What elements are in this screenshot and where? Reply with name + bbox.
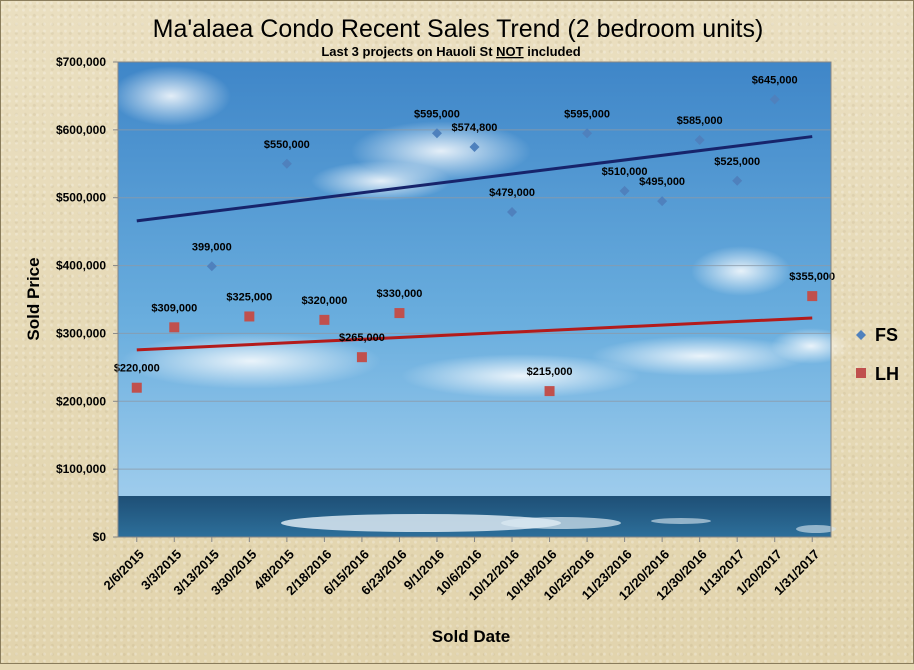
legend: FS LH [856, 325, 899, 384]
y-tick-label: $0 [93, 530, 107, 544]
point-fs [281, 158, 292, 169]
trendline-lh [136, 316, 813, 352]
data-label-fs: 399,000 [192, 241, 232, 253]
point-lh [244, 311, 255, 322]
point-lh [394, 308, 405, 319]
data-label-lh: $330,000 [377, 288, 423, 300]
y-tick-label: $300,000 [56, 326, 106, 340]
data-label-fs: $550,000 [264, 139, 310, 151]
point-fs [732, 175, 743, 186]
data-label-lh: $320,000 [301, 295, 347, 307]
point-lh [131, 382, 142, 393]
data-labels: 399,000 $550,000 $595,000 $574,800 $479,000 $… [114, 74, 835, 378]
legend-label-lh: LH [875, 364, 899, 384]
chart-subtitle: Last 3 projects on Hauoli St NOT include… [321, 44, 580, 59]
data-label-fs: $510,000 [602, 166, 648, 178]
data-label-fs: $525,000 [714, 156, 760, 168]
legend-item-fs: FS [856, 325, 898, 345]
y-tick-labels: $0 $100,000 $200,000 $300,000 $400,000 $500,0… [56, 55, 106, 544]
y-tick-label: $100,000 [56, 462, 106, 476]
chart-title: Ma'alaea Condo Recent Sales Trend (2 bed… [153, 15, 764, 43]
point-fs [582, 128, 593, 139]
x-axis-title: Sold Date [432, 627, 510, 646]
data-label-fs: $645,000 [752, 74, 798, 86]
point-fs [507, 206, 518, 217]
point-fs [619, 185, 630, 196]
trendlines [136, 135, 813, 352]
data-label-lh: $325,000 [226, 291, 272, 303]
data-label-lh: $220,000 [114, 363, 160, 375]
data-label-fs: $585,000 [677, 115, 723, 127]
legend-marker-lh [856, 368, 866, 378]
data-label-lh: $215,000 [527, 366, 573, 378]
point-fs [431, 128, 442, 139]
point-fs [657, 196, 668, 207]
point-fs [694, 135, 705, 146]
trendline-fs [136, 135, 813, 223]
y-tick-label: $400,000 [56, 259, 106, 273]
data-label-fs: $595,000 [564, 108, 610, 120]
point-fs [206, 261, 217, 272]
legend-label-fs: FS [875, 325, 898, 345]
point-lh [169, 322, 180, 333]
y-axis-title: Sold Price [24, 257, 43, 340]
data-label-fs: $574,800 [452, 122, 498, 134]
legend-item-lh: LH [856, 364, 899, 384]
data-points [131, 94, 818, 397]
point-lh [807, 291, 818, 302]
point-lh [319, 314, 330, 325]
point-fs [769, 94, 780, 105]
point-fs [469, 141, 480, 152]
x-tick-labels: 2/6/20153/3/20153/13/20153/30/20154/8/20… [100, 547, 822, 604]
x-tick-label: 2/6/2015 [100, 547, 146, 593]
legend-marker-fs [856, 330, 866, 340]
data-label-lh: $309,000 [151, 302, 197, 314]
y-tick-label: $600,000 [56, 123, 106, 137]
y-tick-label: $500,000 [56, 191, 106, 205]
data-label-fs: $495,000 [639, 176, 685, 188]
data-label-lh: $355,000 [789, 271, 835, 283]
plot-border [117, 61, 832, 538]
y-tick-label: $200,000 [56, 394, 106, 408]
point-lh [544, 386, 555, 397]
data-label-lh: $265,000 [339, 332, 385, 344]
point-lh [356, 352, 367, 363]
data-label-fs: $595,000 [414, 108, 460, 120]
data-label-fs: $479,000 [489, 187, 535, 199]
y-tick-label: $700,000 [56, 55, 106, 69]
plot-background [111, 62, 851, 537]
